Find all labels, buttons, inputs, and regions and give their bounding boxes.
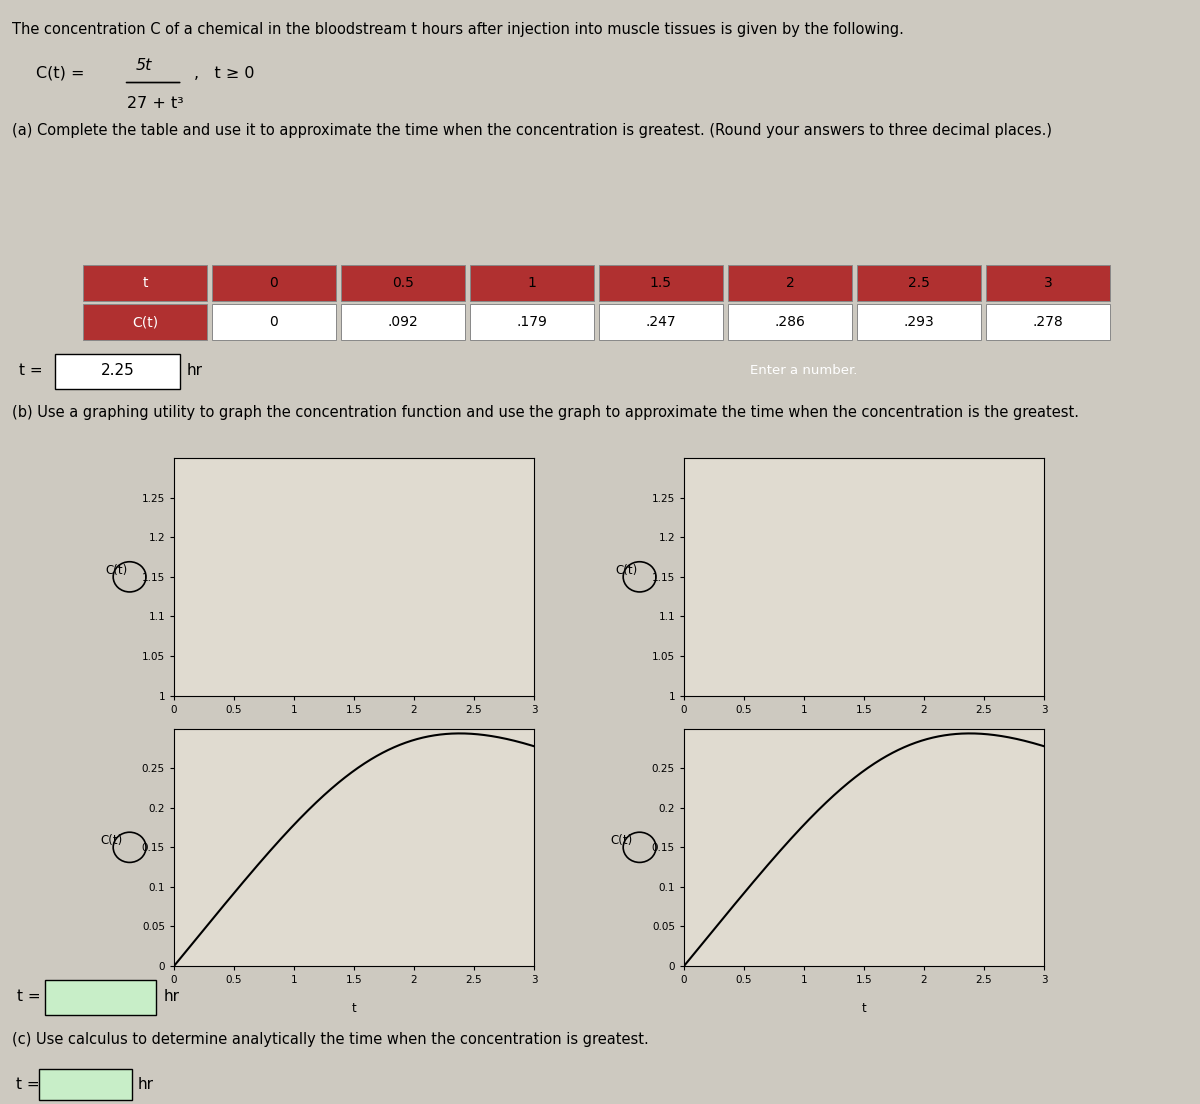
- Text: (b) Use a graphing utility to graph the concentration function and use the graph: (b) Use a graphing utility to graph the …: [12, 405, 1079, 420]
- Bar: [728, 265, 852, 300]
- Bar: [728, 305, 852, 340]
- Text: 1.5: 1.5: [650, 276, 672, 289]
- Text: hr: hr: [138, 1076, 154, 1092]
- Bar: [212, 265, 336, 300]
- Text: C(t): C(t): [132, 316, 158, 329]
- Bar: [599, 265, 722, 300]
- Text: (a) Complete the table and use it to approximate the time when the concentration: (a) Complete the table and use it to app…: [12, 123, 1052, 138]
- Text: .179: .179: [516, 316, 547, 329]
- FancyBboxPatch shape: [44, 980, 156, 1015]
- X-axis label: t: t: [862, 1001, 866, 1015]
- X-axis label: t: t: [352, 1001, 356, 1015]
- X-axis label: t: t: [352, 731, 356, 744]
- Text: 0.5: 0.5: [392, 276, 414, 289]
- Text: 27 + t³: 27 + t³: [127, 96, 184, 112]
- Bar: [470, 265, 594, 300]
- FancyBboxPatch shape: [55, 354, 180, 389]
- Y-axis label: C(t): C(t): [616, 564, 638, 576]
- Text: t =: t =: [17, 1076, 40, 1092]
- Bar: [341, 305, 464, 340]
- Bar: [857, 265, 980, 300]
- Bar: [470, 305, 594, 340]
- Bar: [986, 265, 1110, 300]
- Text: (c) Use calculus to determine analytically the time when the concentration is gr: (c) Use calculus to determine analytical…: [12, 1032, 649, 1047]
- Text: 0: 0: [270, 316, 278, 329]
- Text: 2.25: 2.25: [101, 363, 134, 379]
- Text: 2: 2: [786, 276, 794, 289]
- Bar: [212, 305, 336, 340]
- Text: t: t: [142, 276, 148, 289]
- Text: C(t) =: C(t) =: [36, 66, 84, 81]
- Text: .092: .092: [388, 316, 419, 329]
- Bar: [857, 305, 980, 340]
- Text: .278: .278: [1032, 316, 1063, 329]
- Text: t =: t =: [19, 363, 42, 379]
- Text: hr: hr: [163, 989, 179, 1005]
- Text: The concentration C of a chemical in the bloodstream t hours after injection int: The concentration C of a chemical in the…: [12, 22, 904, 38]
- Y-axis label: C(t): C(t): [610, 835, 632, 848]
- Text: hr: hr: [187, 363, 203, 379]
- Bar: [599, 305, 722, 340]
- Text: Enter a number.: Enter a number.: [750, 364, 858, 378]
- Bar: [986, 305, 1110, 340]
- Y-axis label: C(t): C(t): [106, 564, 128, 576]
- Text: 5t: 5t: [136, 59, 152, 73]
- Y-axis label: C(t): C(t): [100, 835, 122, 848]
- Text: .247: .247: [646, 316, 677, 329]
- Text: 2.5: 2.5: [908, 276, 930, 289]
- Text: .293: .293: [904, 316, 935, 329]
- Text: .286: .286: [774, 316, 805, 329]
- Text: 0: 0: [270, 276, 278, 289]
- Text: 1: 1: [528, 276, 536, 289]
- Text: 3: 3: [1044, 276, 1052, 289]
- Text: ,   t ≥ 0: , t ≥ 0: [194, 66, 254, 81]
- FancyBboxPatch shape: [40, 1069, 132, 1100]
- Text: t =: t =: [17, 989, 41, 1005]
- Bar: [83, 305, 206, 340]
- Bar: [83, 265, 206, 300]
- X-axis label: t: t: [862, 731, 866, 744]
- Bar: [341, 265, 464, 300]
